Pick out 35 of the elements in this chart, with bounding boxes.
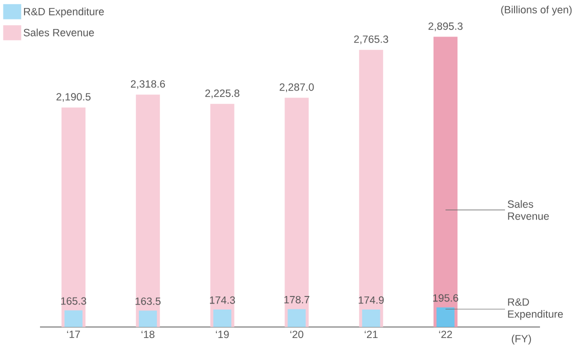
bar — [136, 94, 160, 327]
x-tick-label: ‘18 — [142, 330, 154, 338]
data-label: 163.5 — [136, 297, 161, 305]
data-label: 174.3 — [210, 296, 235, 304]
bar — [210, 104, 234, 327]
annotation: R&D Expenditure — [508, 298, 563, 320]
data-label: 165.3 — [61, 297, 86, 305]
annotation: Sales Revenue — [508, 200, 549, 220]
x-tick-label: ‘20 — [290, 330, 304, 338]
bar — [362, 309, 380, 327]
x-tick-label: ‘21 — [364, 330, 378, 338]
x-tick-label: ‘22 — [439, 330, 452, 338]
data-label: 2,895.3 — [428, 22, 463, 32]
text: (Billions of yen) — [501, 6, 572, 16]
x-axis-title: (FY) — [512, 334, 531, 344]
data-label: 2,287.0 — [280, 83, 314, 92]
legend-label: R&D Expenditure — [24, 8, 104, 18]
bar — [434, 36, 458, 327]
bar — [436, 307, 455, 327]
data-label: 2,318.6 — [130, 80, 165, 89]
bar — [359, 50, 384, 327]
data-label: 174.9 — [358, 296, 384, 304]
bar — [138, 310, 157, 327]
bar — [64, 310, 82, 327]
x-tick-label: ‘17 — [67, 330, 80, 338]
legend-label: Sales Revenue — [24, 28, 94, 36]
bar — [288, 309, 306, 327]
data-label: 2,190.5 — [56, 93, 91, 102]
data-label: 2,765.3 — [354, 35, 388, 44]
x-tick-label: ‘19 — [216, 330, 229, 338]
bar — [61, 107, 86, 327]
bar — [284, 98, 309, 327]
data-label: 178.7 — [284, 296, 310, 304]
data-label: 2,225.8 — [205, 90, 240, 98]
bar — [213, 310, 232, 327]
